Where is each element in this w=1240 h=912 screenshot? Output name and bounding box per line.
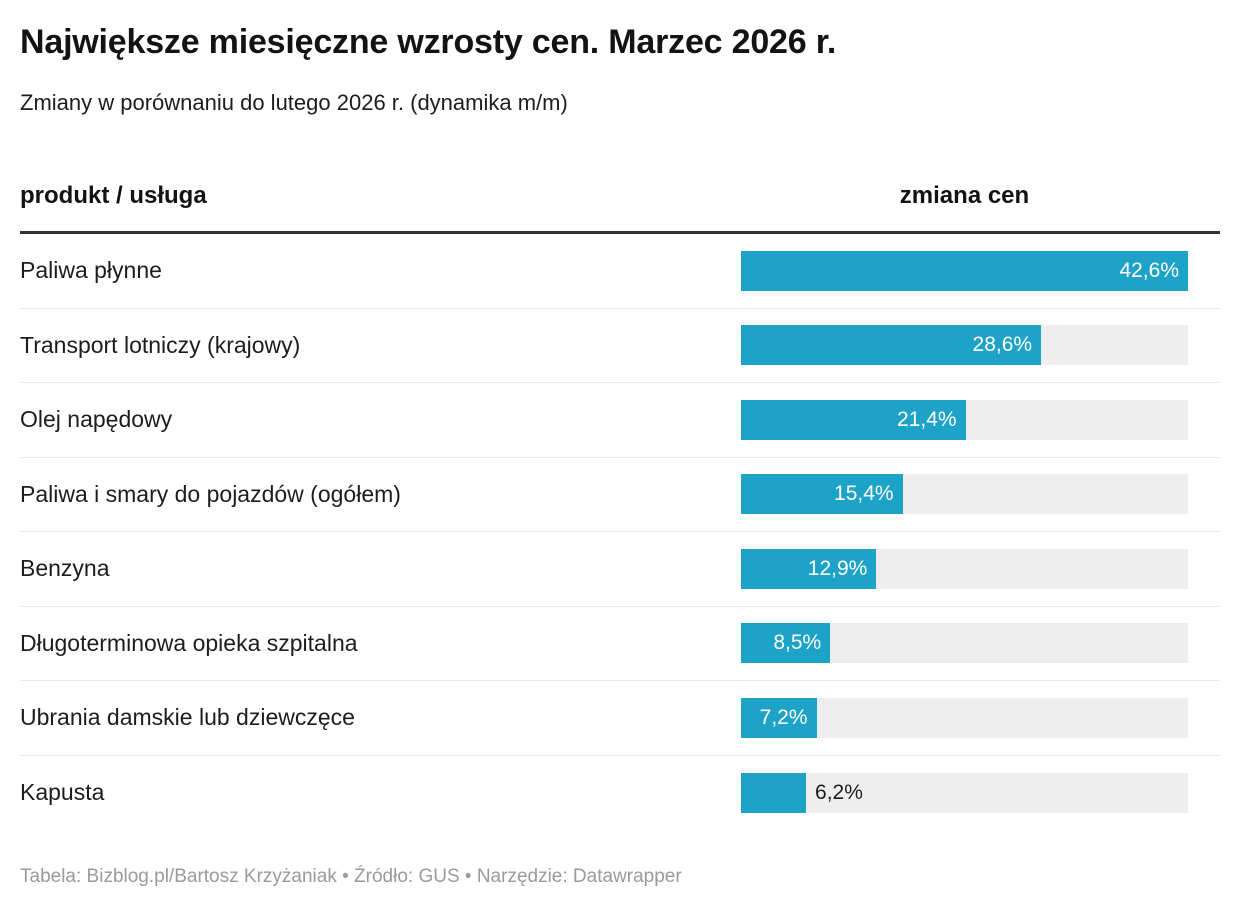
bar-fill: 28,6%	[741, 325, 1042, 366]
bar-fill: 12,9%	[741, 548, 877, 589]
bar-cell: 28,6%	[741, 325, 1188, 366]
bar-fill	[741, 772, 807, 813]
bar-track: 21,4%	[741, 399, 1188, 440]
bar-track: 7,2%	[741, 697, 1188, 738]
row-label: Olej napędowy	[20, 406, 173, 433]
table-row: Ubrania damskie lub dziewczęce 7,2%	[20, 681, 1220, 756]
bar-track: 42,6%	[741, 250, 1188, 291]
row-label: Transport lotniczy (krajowy)	[20, 331, 301, 358]
bar-cell: 42,6%	[741, 250, 1188, 291]
row-label: Benzyna	[20, 555, 110, 582]
table-row: Kapusta 6,2%	[20, 756, 1220, 831]
column-header-product: produkt / usługa	[20, 182, 207, 209]
table-row: Paliwa płynne 42,6%	[20, 234, 1220, 309]
page-subtitle: Zmiany w porównaniu do lutego 2026 r. (d…	[20, 90, 568, 115]
bar-value-inside: 7,2%	[759, 705, 808, 729]
column-header-change: zmiana cen	[899, 182, 1030, 209]
bar-cell: 12,9%	[741, 548, 1188, 589]
bar-cell: 8,5%	[741, 623, 1188, 664]
page-title: Największe miesięczne wzrosty cen. Marze…	[20, 23, 837, 61]
row-label: Długoterminowa opieka szpitalna	[20, 629, 358, 656]
bar-rows: Paliwa płynne 42,6% Transport lotniczy (…	[20, 234, 1220, 830]
bar-cell: 15,4%	[741, 474, 1188, 515]
table-row: Długoterminowa opieka szpitalna 8,5%	[20, 607, 1220, 681]
table-row: Transport lotniczy (krajowy) 28,6%	[20, 309, 1220, 383]
bar-value-inside: 28,6%	[972, 333, 1033, 357]
bar-cell: 7,2%	[741, 697, 1188, 738]
bar-fill: 15,4%	[741, 474, 903, 515]
bar-value-inside: 12,9%	[807, 556, 868, 580]
table-header: produkt / usługa zmiana cen	[20, 182, 1220, 210]
bar-track: 15,4%	[741, 474, 1188, 515]
bar-value-inside: 21,4%	[897, 407, 957, 431]
row-label: Ubrania damskie lub dziewczęce	[20, 704, 355, 731]
row-label: Paliwa płynne	[20, 257, 162, 284]
table-row: Olej napędowy 21,4%	[20, 383, 1220, 458]
source-attribution: Tabela: Bizblog.pl/Bartosz Krzyżaniak • …	[20, 866, 682, 887]
row-label: Kapusta	[20, 779, 105, 806]
bar-fill: 8,5%	[741, 623, 831, 664]
bar-track: 6,2%	[741, 772, 1188, 813]
bar-cell: 6,2%	[741, 772, 1188, 813]
bar-fill: 42,6%	[741, 250, 1188, 291]
bar-value-outside: 6,2%	[815, 780, 863, 804]
bar-fill: 21,4%	[741, 399, 966, 440]
bar-cell: 21,4%	[741, 399, 1188, 440]
bar-value-inside: 42,6%	[1119, 258, 1179, 282]
header-divider	[20, 231, 1220, 234]
bar-value-inside: 8,5%	[773, 631, 822, 655]
table-row: Benzyna 12,9%	[20, 532, 1220, 607]
bar-value-inside: 15,4%	[834, 482, 894, 506]
table-row: Paliwa i smary do pojazdów (ogółem) 15,4…	[20, 458, 1220, 532]
row-label: Paliwa i smary do pojazdów (ogółem)	[20, 480, 401, 507]
bar-track: 8,5%	[741, 623, 1188, 664]
bar-track: 12,9%	[741, 548, 1188, 589]
bar-track: 28,6%	[741, 325, 1188, 366]
bar-fill: 7,2%	[741, 697, 817, 738]
